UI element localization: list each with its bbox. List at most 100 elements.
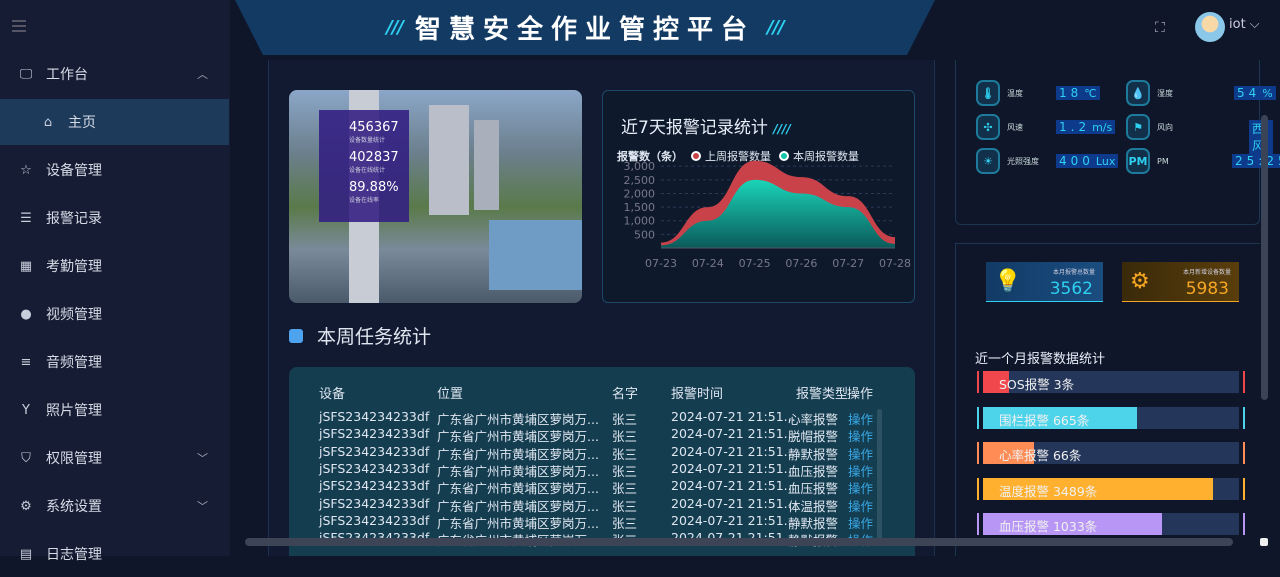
legend-last-week[interactable]: 上周报警数量 <box>691 148 771 164</box>
username: iot <box>1229 17 1246 32</box>
table-scrollbar[interactable] <box>877 409 882 544</box>
monthly-title: 近一个月报警数据统计 <box>975 352 1106 367</box>
table-cell: 广东省广州市黄埔区萝岗万... <box>437 412 599 427</box>
sidebar-item[interactable]: ● 视频管理 <box>0 291 230 337</box>
sidebar-item[interactable]: ☰ 报警记录 <box>0 195 230 241</box>
log-icon: ▤ <box>19 546 33 562</box>
sidebar: 🖵 工作台 ︿ ⌂ 主页 ☆ 设备管理 ☰ 报警记录 ▦ 考勤管理 ● 视频管理… <box>0 0 230 563</box>
kpi-label: 本月报警总数量 <box>1052 269 1095 276</box>
device-stats-box: 456367 设备数量统计 402837 设备在线统计 89.88% 设备在线率 <box>319 110 409 222</box>
bar-label: 血压报警 1033条 <box>999 519 1098 534</box>
env-item: ✣ 风速 <box>976 114 1023 140</box>
column-header: 设备 <box>319 387 346 402</box>
sidebar-item[interactable]: ≡ 音频管理 <box>0 339 230 385</box>
operate-link[interactable]: 操作 <box>848 498 874 514</box>
table-cell: 张三 <box>612 446 638 462</box>
table-cell: 张三 <box>612 429 638 445</box>
table-cell: 血压报警 <box>788 481 839 497</box>
sidebar-item[interactable]: ⛉ 权限管理 ﹀ <box>0 435 230 481</box>
section-title: 本周任务统计 <box>289 322 431 349</box>
bar-fill <box>983 477 1214 500</box>
environment-panel: 🌡 温度 18 ℃ 💧 湿度 54% ✣ 风速 1.2 m/s ⚑ 风向 西风 ☀ 光照强度 400 L… <box>955 60 1280 225</box>
table-cell: 2024-07-21 21:51... <box>671 478 796 494</box>
sidebar-item[interactable]: Y 照片管理 <box>0 387 230 433</box>
sidebar-item[interactable]: ⌂ 主页 <box>0 99 229 145</box>
table-cell: 广东省广州市黄埔区萝岗万... <box>437 429 599 445</box>
env-value: 18 ℃ <box>1056 86 1100 100</box>
operate-link[interactable]: 操作 <box>848 446 874 462</box>
avatar[interactable] <box>1195 12 1225 42</box>
sidebar-item[interactable]: 🖵 工作台 ︿ <box>0 51 230 97</box>
kpi-label: 本月新增设备数量 <box>1182 269 1231 276</box>
gear-icon: ⚙ <box>20 498 32 514</box>
alarm-bar: 心率报警 66条 <box>977 442 1247 464</box>
stat-label: 设备在线率 <box>349 197 380 204</box>
collapse-menu-icon[interactable] <box>12 20 26 32</box>
operate-link[interactable]: 操作 <box>848 412 874 427</box>
sidebar-item-label: 考勤管理 <box>46 259 102 275</box>
sidebar-item[interactable]: ☆ 设备管理 <box>0 147 230 193</box>
table-cell: jSFS234234233df <box>319 443 430 459</box>
bar-fill <box>983 371 1009 393</box>
env-item: ⚑ 风向 <box>1126 114 1173 140</box>
pin-icon: ☆ <box>20 162 32 178</box>
x-tick-label: 07-24 <box>692 257 724 270</box>
x-tick-label: 07-23 <box>645 257 677 270</box>
stat-value: 402837 <box>349 150 399 165</box>
chevron-down-icon[interactable]: ﹀ <box>197 500 208 513</box>
horizontal-scrollbar[interactable] <box>245 538 1233 546</box>
x-tick-label: 07-26 <box>785 257 817 270</box>
legend-this-week[interactable]: 本周报警数量 <box>779 148 859 164</box>
column-header: 报警时间 <box>671 387 724 402</box>
chart-title: 近7天报警记录统计 <box>621 118 768 138</box>
env-item: ☀ 光照强度 <box>976 148 1039 174</box>
fork-icon: Y <box>22 402 30 418</box>
table-cell: 2024-07-21 21:51... <box>671 495 796 511</box>
table-cell: jSFS234234233df <box>319 460 430 476</box>
sidebar-item-label: 工作台 <box>46 67 88 83</box>
app-title: 智慧安全作业管控平台 <box>414 15 755 45</box>
user-menu[interactable]: iot ⌵ <box>1229 17 1260 32</box>
sidebar-item[interactable]: ⚙ 系统设置 ﹀ <box>0 483 230 529</box>
env-label: 湿度 <box>1157 88 1173 98</box>
home-icon: ⌂ <box>43 114 53 130</box>
operate-link[interactable]: 操作 <box>848 463 874 479</box>
operate-link[interactable]: 操作 <box>848 515 874 531</box>
operate-link[interactable]: 操作 <box>848 481 874 497</box>
fullscreen-icon[interactable]: ⛶ <box>1155 20 1165 36</box>
env-item: PM PM <box>1126 148 1169 174</box>
thermometer-icon: 🌡 <box>976 80 1000 106</box>
table-cell: 广东省广州市黄埔区萝岗万... <box>437 463 599 479</box>
table-cell: 广东省广州市黄埔区萝岗万... <box>437 446 599 462</box>
env-value: 54% <box>1234 86 1276 100</box>
env-label: 温度 <box>1007 88 1023 98</box>
table-cell: 广东省广州市黄埔区萝岗万... <box>437 498 599 514</box>
env-label: 风速 <box>1007 122 1023 132</box>
table-cell: 张三 <box>612 515 638 531</box>
chevron-down-icon[interactable]: ﹀ <box>197 452 208 465</box>
sidebar-item-label: 设备管理 <box>46 163 102 179</box>
gear-icon: ⚙ <box>1130 269 1150 294</box>
sidebar-item-label: 日志管理 <box>46 547 102 563</box>
sidebar-item[interactable]: ▤ 日志管理 <box>0 531 230 577</box>
table-cell: 张三 <box>612 498 638 514</box>
y-tick-label: 3,000 <box>624 160 656 173</box>
vertical-scrollbar[interactable] <box>1261 115 1268 400</box>
table-cell: 体温报警 <box>788 498 839 514</box>
pm-icon: PM <box>1126 148 1150 174</box>
y-axis-label: 报警数（条） <box>617 150 683 163</box>
operate-link[interactable]: 操作 <box>848 429 874 445</box>
y-tick-label: 2,000 <box>624 187 656 200</box>
kpi-card: ⚙ 本月新增设备数量 5983 <box>1122 262 1239 302</box>
menu-icon: ≡ <box>20 354 32 370</box>
y-tick-label: 1,500 <box>624 201 656 214</box>
kpi-value: 5983 <box>1185 279 1229 299</box>
alarm-chart-card: 近7天报警记录统计 //// 报警数（条） 上周报警数量 本周报警数量 500 1… <box>602 90 915 303</box>
location-icon: ● <box>20 306 32 322</box>
table-cell: 心率报警 <box>788 412 839 427</box>
sidebar-item[interactable]: ▦ 考勤管理 <box>0 243 230 289</box>
chevron-up-icon[interactable]: ︿ <box>197 68 208 81</box>
bar-label: SOS报警 3条 <box>999 377 1075 392</box>
alarm-bar: 围栏报警 665条 <box>977 406 1247 429</box>
shield-icon: ⛉ <box>21 450 31 466</box>
